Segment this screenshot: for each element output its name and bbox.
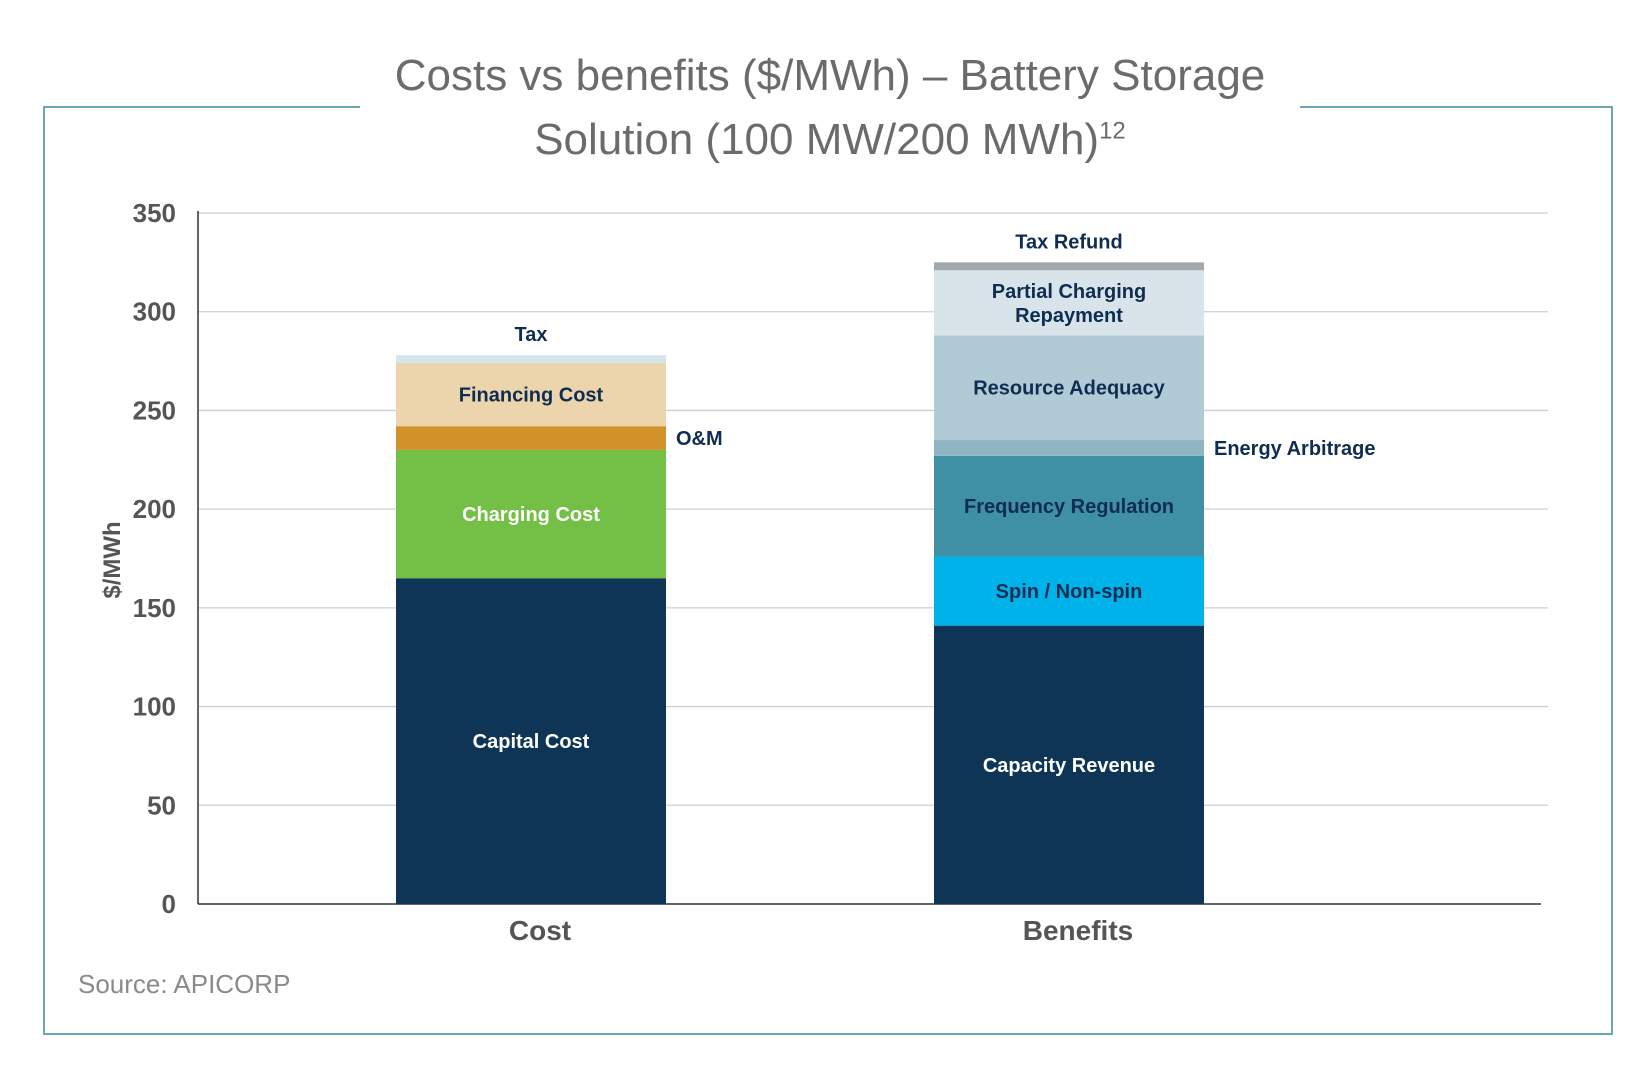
source-note: Source: APICORP bbox=[78, 969, 291, 999]
y-tick-label: 200 bbox=[133, 494, 176, 524]
segment-label-charging-cost: Charging Cost bbox=[462, 504, 600, 526]
bar-segment-resource-adequacy bbox=[934, 335, 1204, 441]
bar-segment-capital-cost bbox=[396, 578, 666, 904]
segment-label-partial-charging-repayment: Repayment bbox=[1015, 305, 1123, 327]
bar-segment-spin-non-spin bbox=[934, 556, 1204, 626]
bar-segment-tax-refund bbox=[934, 262, 1204, 271]
bar-segment-frequency-regulation bbox=[934, 455, 1204, 557]
y-tick-label: 100 bbox=[133, 692, 176, 722]
footnote-marker: 12 bbox=[1099, 117, 1126, 145]
bar-segment-charging-cost bbox=[396, 449, 666, 579]
segment-label-financing-cost: Financing Cost bbox=[459, 385, 604, 407]
chart-title: Costs vs benefits ($/MWh) – Battery Stor… bbox=[360, 44, 1300, 172]
segment-label-partial-charging-repayment: Partial Charging bbox=[992, 281, 1146, 303]
segment-label-frequency-regulation: Frequency Regulation bbox=[964, 496, 1174, 518]
y-tick-label: 350 bbox=[133, 198, 176, 228]
bar-segment-oandm bbox=[396, 426, 666, 450]
bar-segment-financing-cost bbox=[396, 363, 666, 427]
segment-label-energy-arbitrage: Energy Arbitrage bbox=[1214, 438, 1376, 460]
y-axis-label: $/MWh bbox=[99, 521, 126, 598]
segment-label-spin-non-spin: Spin / Non-spin bbox=[996, 581, 1143, 603]
chart-title-line2: Solution (100 MW/200 MWh) bbox=[534, 115, 1100, 164]
bar-segment-capacity-revenue bbox=[934, 625, 1204, 904]
y-tick-label: 250 bbox=[133, 395, 176, 425]
x-category-label-benefits: Benefits bbox=[1023, 915, 1133, 946]
chart-title-line1: Costs vs benefits ($/MWh) – Battery Stor… bbox=[394, 51, 1266, 100]
bar-segment-tax bbox=[396, 355, 666, 364]
chart-title-line2-wrap: Solution (100 MW/200 MWh)12 bbox=[360, 108, 1300, 172]
segment-label-tax-refund: Tax Refund bbox=[1015, 231, 1122, 253]
y-tick-label: 150 bbox=[133, 593, 176, 623]
segment-label-tax: Tax bbox=[515, 324, 548, 346]
segment-label-capital-cost: Capital Cost bbox=[473, 731, 590, 753]
y-tick-label: 300 bbox=[133, 297, 176, 327]
segment-label-capacity-revenue: Capacity Revenue bbox=[983, 755, 1155, 777]
bar-segment-energy-arbitrage bbox=[934, 440, 1204, 456]
segment-label-oandm: O&M bbox=[676, 428, 723, 450]
bar-segment-partial-charging-repayment bbox=[934, 270, 1204, 336]
y-tick-label: 50 bbox=[147, 790, 176, 820]
y-tick-label: 0 bbox=[162, 889, 176, 919]
segment-label-resource-adequacy: Resource Adequacy bbox=[973, 378, 1165, 400]
x-category-label-cost: Cost bbox=[509, 915, 571, 946]
